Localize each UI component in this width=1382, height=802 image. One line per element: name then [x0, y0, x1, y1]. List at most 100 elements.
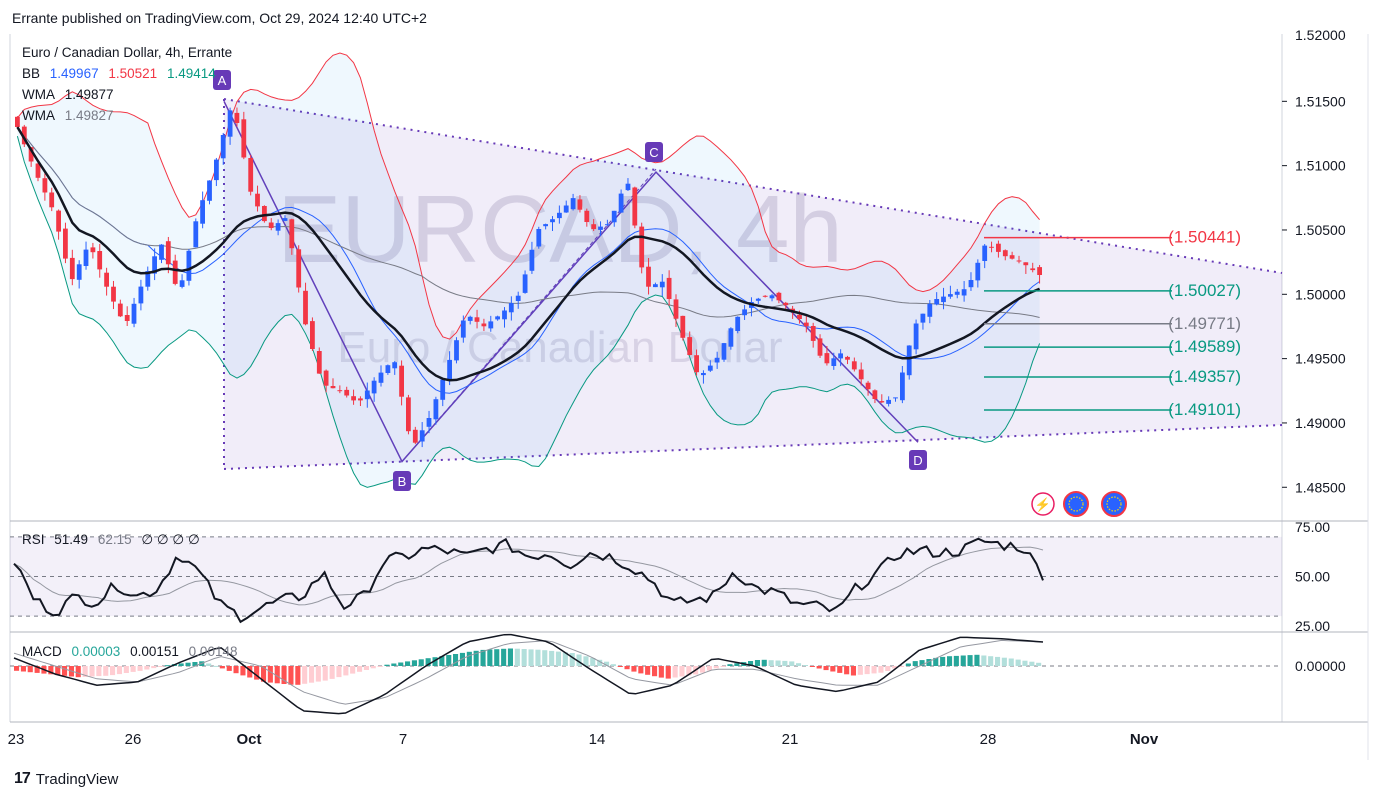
- macd-hist-bar: [569, 653, 575, 666]
- candle-body: [831, 358, 837, 366]
- indicator-icons[interactable]: ⚡: [1031, 491, 1127, 517]
- price-axis: 1.51500 1.51000 1.50500 1.50000 1.49500 1.490…: [1282, 27, 1346, 495]
- candle-body: [872, 390, 878, 399]
- footer-brand[interactable]: 17 TradingView: [14, 770, 118, 788]
- rsi-ma-line: [13, 546, 1044, 606]
- candle-body: [515, 295, 521, 301]
- price-tick-label: 1.50500: [1295, 222, 1346, 238]
- candle-body: [941, 296, 946, 303]
- macd-hist-bar: [981, 655, 987, 666]
- macd-hist-bar: [123, 666, 129, 673]
- macd-hist-bar: [20, 666, 26, 672]
- candle-body: [1016, 260, 1022, 262]
- candle-body: [454, 340, 459, 361]
- tradingview-logo-icon: 17: [14, 770, 31, 787]
- symbol-title: Euro / Canadian Dollar, 4h, Errante: [22, 45, 233, 60]
- macd-hist-bar: [384, 664, 390, 666]
- candle-body: [303, 290, 308, 325]
- eu-flag-icon-2[interactable]: [1101, 491, 1127, 517]
- candle-body: [659, 281, 665, 288]
- macd-hist-bar: [487, 649, 493, 666]
- wma2-legend[interactable]: WMA 1.49827: [22, 108, 120, 123]
- candle-body: [646, 266, 651, 287]
- triangle-lower-line: [223, 424, 1283, 470]
- macd-hist-bar: [857, 666, 863, 675]
- rsi-legend[interactable]: RSI 51.49 62.15 ∅ ∅ ∅ ∅: [22, 532, 206, 548]
- macd-hist-bar: [103, 666, 109, 676]
- svg-text:⚡: ⚡: [1035, 497, 1051, 513]
- candle-body: [316, 351, 322, 374]
- candle-body: [296, 249, 302, 288]
- candle-body: [419, 430, 425, 442]
- candle-body: [262, 206, 267, 222]
- macd-hist-bar: [34, 666, 40, 673]
- bb-lower-value: 1.49414: [166, 66, 216, 81]
- candle-body: [200, 200, 205, 224]
- candle-body: [543, 224, 548, 227]
- wma1-legend[interactable]: WMA 1.49877: [22, 87, 120, 102]
- chart-canvas[interactable]: EURCAD, 4h Euro / Canadian Dollar (1.504…: [0, 0, 1382, 760]
- bb-basis-value: 1.49967: [49, 66, 99, 81]
- candle-body: [707, 365, 713, 371]
- macd-hist-bar: [892, 666, 898, 669]
- candle-body: [810, 326, 816, 341]
- bb-legend[interactable]: BB 1.49967 1.50521 1.49414: [22, 66, 222, 81]
- macd-hist-bar: [624, 666, 630, 670]
- macd-hist-bar: [206, 663, 212, 666]
- candle-body: [591, 224, 597, 230]
- macd-hist-bar: [377, 666, 383, 667]
- candle-body: [989, 246, 994, 248]
- candle-body: [865, 382, 871, 390]
- flash-icon[interactable]: [1031, 492, 1055, 516]
- macd-hist-bar: [700, 666, 706, 673]
- macd-hist-bar: [960, 655, 966, 666]
- macd-hist-bar: [322, 666, 328, 681]
- candle-body: [948, 294, 953, 297]
- wma2-value: 1.49827: [64, 108, 114, 123]
- candle-body: [913, 323, 919, 350]
- candle-body: [1037, 267, 1042, 275]
- candle-body: [83, 249, 89, 266]
- macd-hist-bar: [1008, 658, 1014, 666]
- macd-tick-label: 0.00000: [1295, 658, 1346, 674]
- macd-hist-bar: [357, 666, 363, 672]
- macd-hist-bar: [514, 648, 520, 666]
- wma2-label: WMA: [22, 108, 55, 123]
- macd-hist-bar: [212, 665, 218, 667]
- macd-hist-bar: [631, 666, 637, 672]
- candle-body: [467, 316, 473, 321]
- macd-hist-bar: [158, 666, 164, 667]
- candle-body: [488, 321, 494, 329]
- bb-upper-value: 1.50521: [108, 66, 158, 81]
- candle-body: [879, 401, 885, 403]
- candle-body: [399, 365, 404, 397]
- candle-body: [536, 229, 542, 247]
- macd-hist-bar: [898, 666, 904, 667]
- candle-body: [721, 343, 727, 360]
- macd-hist-bar: [734, 663, 740, 666]
- candle-body: [961, 289, 967, 296]
- symbol-legend[interactable]: Euro / Canadian Dollar, 4h, Errante: [22, 45, 238, 60]
- macd-hist-bar: [761, 659, 767, 666]
- candle-body: [845, 356, 850, 360]
- candle-body: [255, 193, 260, 207]
- macd-hist-bar: [638, 666, 644, 674]
- macd-hist-bar: [96, 666, 102, 677]
- macd-legend[interactable]: MACD 0.00003 0.00151 0.00148: [22, 644, 243, 659]
- macd-hist-bar: [713, 666, 719, 669]
- pattern-point-label: C: [649, 145, 658, 160]
- macd-hist-bar: [75, 666, 81, 678]
- macd-hist-bar: [453, 654, 459, 666]
- candle-body: [433, 399, 439, 420]
- candle-body: [817, 338, 823, 356]
- macd-hist-bar: [974, 654, 980, 666]
- macd-hist-bar: [905, 663, 911, 666]
- macd-hist-bar: [1001, 657, 1007, 666]
- candle-body: [742, 309, 747, 316]
- candle-body: [42, 178, 48, 193]
- eu-flag-icon[interactable]: [1063, 491, 1089, 517]
- candle-body: [385, 365, 391, 373]
- macd-hist-bar: [459, 652, 465, 666]
- candle-body: [968, 280, 974, 288]
- candle-body: [893, 397, 898, 399]
